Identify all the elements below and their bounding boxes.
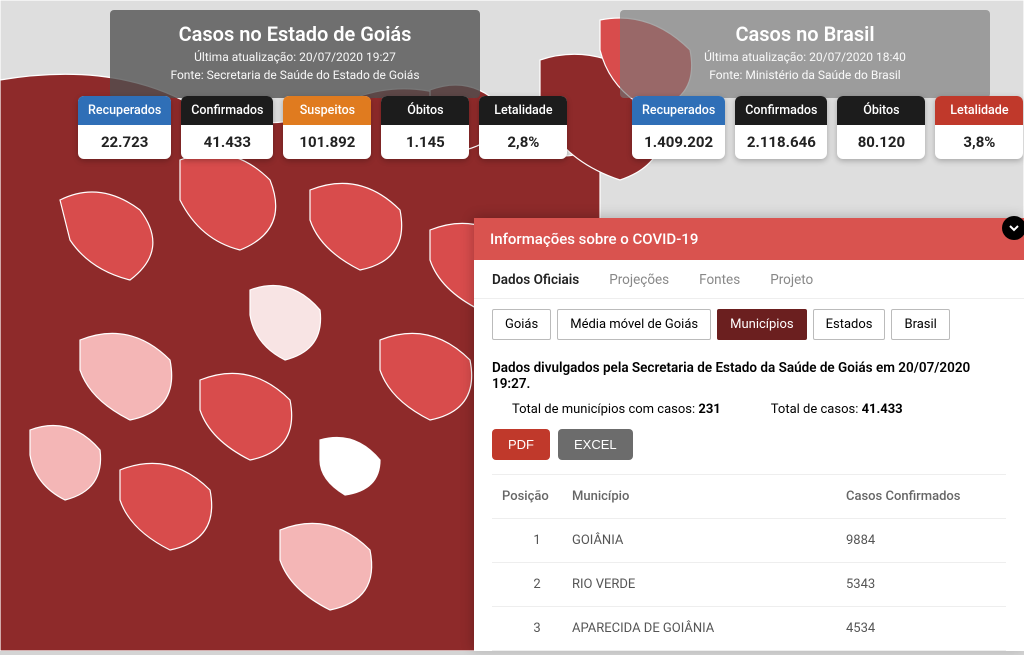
stat-card-brasil-0[interactable]: Recuperados1.409.202 <box>632 96 725 159</box>
stat-value: 22.723 <box>78 125 171 159</box>
stat-label: Óbitos <box>381 96 469 125</box>
cell-casos: 9884 <box>846 533 996 548</box>
cell-municipio: APARECIDA DE GOIÂNIA <box>572 621 846 636</box>
header-source-brasil: Fonte: Ministério da Saúde do Brasil <box>640 68 970 82</box>
stat-value: 2,8% <box>479 125 567 159</box>
header-title-brasil: Casos no Brasil <box>640 22 970 46</box>
stat-card-goias-1[interactable]: Confirmados41.433 <box>181 96 273 159</box>
cell-municipio: RIO VERDE <box>572 577 846 592</box>
stat-card-brasil-3[interactable]: Letalidade3,8% <box>935 96 1023 159</box>
info-desc: Dados divulgados pela Secretaria de Esta… <box>492 360 1006 392</box>
table-body: 1GOIÂNIA98842RIO VERDE53433APARECIDA DE … <box>492 519 1006 651</box>
total-municipios: Total de municípios com casos: 231 <box>512 402 721 417</box>
col-municipio: Município <box>572 489 846 504</box>
header-title-goias: Casos no Estado de Goiás <box>130 22 460 46</box>
tab-secondary-4[interactable]: Brasil <box>891 309 949 340</box>
stat-card-goias-3[interactable]: Óbitos1.145 <box>381 96 469 159</box>
excel-button[interactable]: EXCEL <box>558 429 633 460</box>
cell-pos: 2 <box>502 577 572 592</box>
info-panel-title: Informações sobre o COVID-19 <box>490 230 698 248</box>
header-row: Casos no Estado de Goiás Última atualiza… <box>0 10 1024 98</box>
stat-card-goias-2[interactable]: Suspeitos101.892 <box>283 96 371 159</box>
tabs-secondary: GoiásMédia móvel de GoiásMunicípiosEstad… <box>474 299 1024 350</box>
stat-label: Óbitos <box>837 96 925 125</box>
tabs-primary: Dados Oficiais Projeções Fontes Projeto <box>474 260 1024 299</box>
header-card-brasil: Casos no Brasil Última atualização: 20/0… <box>620 10 990 98</box>
info-panel-header: Informações sobre o COVID-19 <box>474 218 1024 260</box>
tab-secondary-1[interactable]: Média móvel de Goiás <box>557 309 711 340</box>
stat-card-brasil-1[interactable]: Confirmados2.118.646 <box>735 96 827 159</box>
col-posicao: Posição <box>502 489 572 504</box>
stat-value: 41.433 <box>181 125 273 159</box>
pdf-button[interactable]: PDF <box>492 429 550 460</box>
table-row[interactable]: 2RIO VERDE5343 <box>492 563 1006 607</box>
stat-card-goias-4[interactable]: Letalidade2,8% <box>479 96 567 159</box>
cell-pos: 1 <box>502 533 572 548</box>
stat-label: Suspeitos <box>283 96 371 125</box>
tab-primary-1[interactable]: Projeções <box>609 272 669 288</box>
stat-label: Confirmados <box>181 96 273 125</box>
tab-secondary-3[interactable]: Estados <box>813 309 886 340</box>
stat-label: Letalidade <box>935 96 1023 125</box>
info-body: Dados divulgados pela Secretaria de Esta… <box>474 350 1024 651</box>
collapse-icon[interactable] <box>1002 216 1024 240</box>
tab-primary-3[interactable]: Projeto <box>770 272 813 288</box>
cell-casos: 5343 <box>846 577 996 592</box>
stat-value: 80.120 <box>837 125 925 159</box>
stat-label: Letalidade <box>479 96 567 125</box>
header-updated-goias: Última atualização: 20/07/2020 19:27 <box>130 50 460 64</box>
header-source-goias: Fonte: Secretaria de Saúde do Estado de … <box>130 68 460 82</box>
info-panel: Informações sobre o COVID-19 Dados Ofici… <box>474 218 1024 651</box>
table-row[interactable]: 1GOIÂNIA9884 <box>492 519 1006 563</box>
col-casos: Casos Confirmados <box>846 489 996 504</box>
export-buttons: PDF EXCEL <box>492 429 1006 460</box>
tab-primary-0[interactable]: Dados Oficiais <box>492 272 579 288</box>
stat-value: 2.118.646 <box>735 125 827 159</box>
tab-secondary-0[interactable]: Goiás <box>492 309 551 340</box>
header-updated-brasil: Última atualização: 20/07/2020 18:40 <box>640 50 970 64</box>
stat-value: 1.145 <box>381 125 469 159</box>
stats-row-brasil: Recuperados1.409.202Confirmados2.118.646… <box>632 96 1023 159</box>
stat-card-goias-0[interactable]: Recuperados22.723 <box>78 96 171 159</box>
stat-value: 101.892 <box>283 125 371 159</box>
totals-row: Total de municípios com casos: 231 Total… <box>492 402 1006 417</box>
header-card-goias: Casos no Estado de Goiás Última atualiza… <box>110 10 480 98</box>
tab-secondary-2[interactable]: Municípios <box>717 309 806 340</box>
cell-pos: 3 <box>502 621 572 636</box>
stat-label: Recuperados <box>632 96 725 125</box>
tab-primary-2[interactable]: Fontes <box>699 272 740 288</box>
cell-municipio: GOIÂNIA <box>572 533 846 548</box>
stats-row-goias: Recuperados22.723Confirmados41.433Suspei… <box>78 96 567 159</box>
stat-card-brasil-2[interactable]: Óbitos80.120 <box>837 96 925 159</box>
stat-value: 3,8% <box>935 125 1023 159</box>
stat-value: 1.409.202 <box>632 125 725 159</box>
cell-casos: 4534 <box>846 621 996 636</box>
table-row[interactable]: 3APARECIDA DE GOIÂNIA4534 <box>492 607 1006 651</box>
stat-label: Recuperados <box>78 96 171 125</box>
total-casos: Total de casos: 41.433 <box>771 402 903 417</box>
stat-label: Confirmados <box>735 96 827 125</box>
table-header: Posição Município Casos Confirmados <box>492 474 1006 519</box>
